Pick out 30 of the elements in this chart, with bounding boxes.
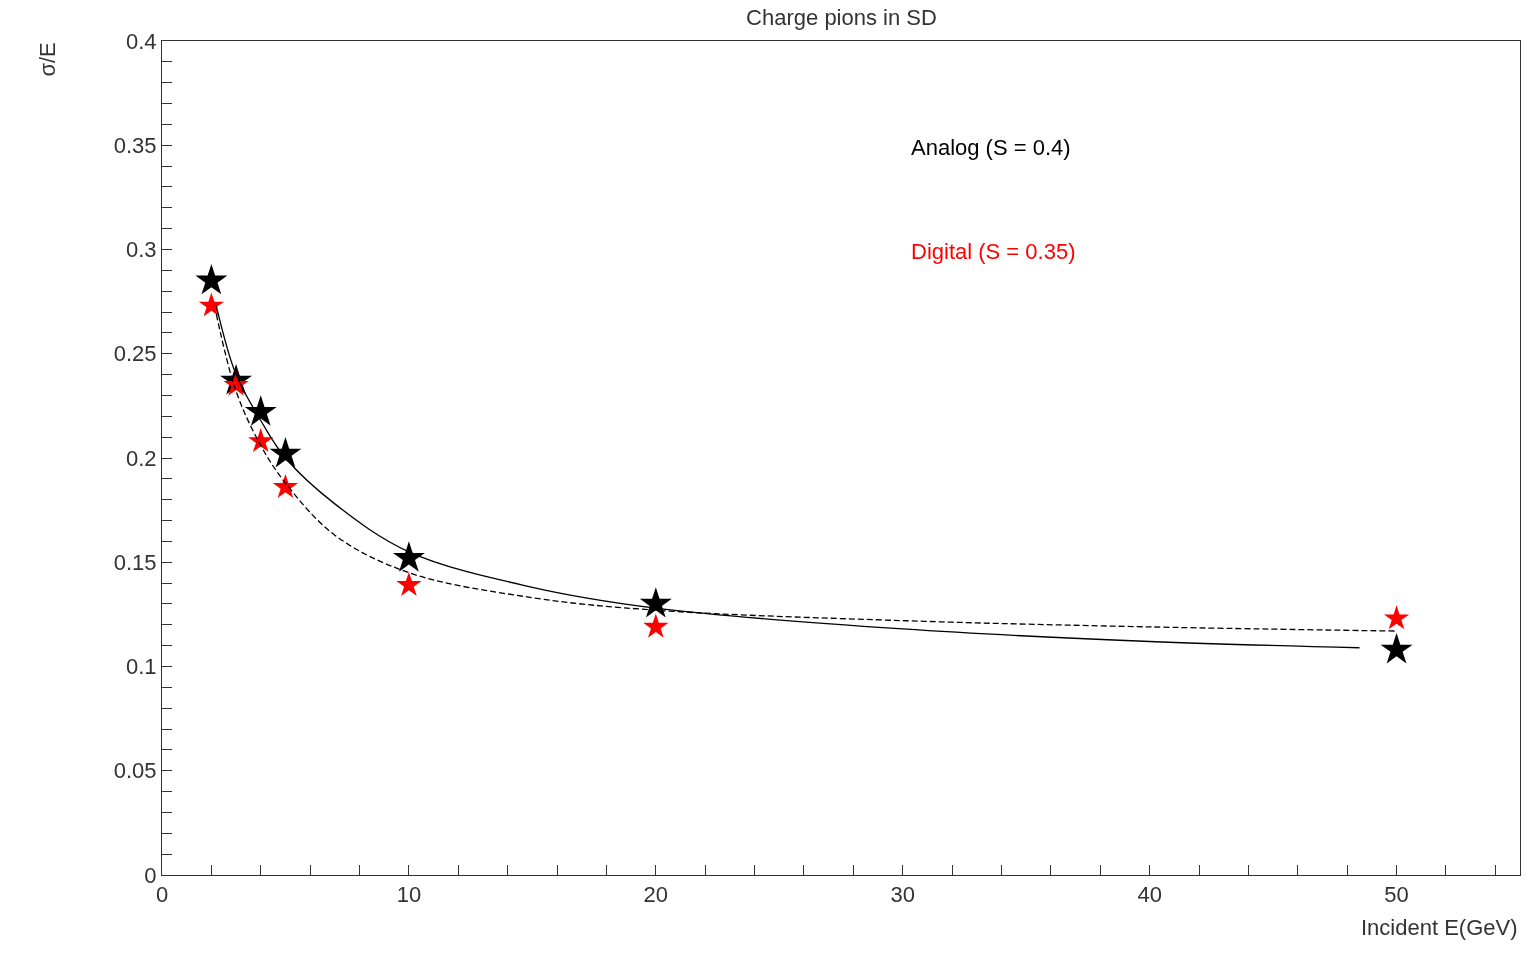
x-tick-label: 20	[643, 882, 669, 908]
x-axis-title: Incident E(GeV)	[1361, 915, 1518, 940]
point	[248, 428, 274, 453]
point	[1383, 605, 1410, 630]
text: Digital (S = 0.35)	[911, 239, 1076, 264]
y-tick-label: 0	[144, 862, 157, 888]
point	[272, 473, 299, 498]
text: Analog (S = 0.4)	[911, 135, 1071, 160]
x-tick-label: 40	[1137, 882, 1162, 908]
x-tick-label: 10	[396, 882, 422, 908]
point	[396, 571, 422, 596]
point	[269, 437, 302, 468]
y-axis-title: σ/E	[34, 42, 60, 77]
y-tick-label: 0.2	[126, 445, 157, 471]
point	[1380, 633, 1413, 664]
chart-title: Charge pions in SD	[746, 4, 937, 30]
point	[198, 292, 225, 317]
point	[643, 613, 669, 638]
x-tick-label: 30	[890, 882, 915, 908]
y-tick-label: 0.3	[126, 237, 157, 263]
y-tick-label: 0.15	[113, 549, 157, 575]
y-tick-label: 0.25	[113, 341, 157, 367]
point	[392, 541, 425, 572]
y-tick-label: 0.05	[113, 758, 157, 784]
point	[195, 263, 228, 295]
point	[244, 395, 277, 426]
y-tick-label: 0.35	[113, 132, 157, 158]
y-tick-label: 0.1	[126, 654, 157, 680]
x-tick-label: 50	[1384, 882, 1409, 908]
y-tick-label: 0.4	[126, 28, 157, 54]
